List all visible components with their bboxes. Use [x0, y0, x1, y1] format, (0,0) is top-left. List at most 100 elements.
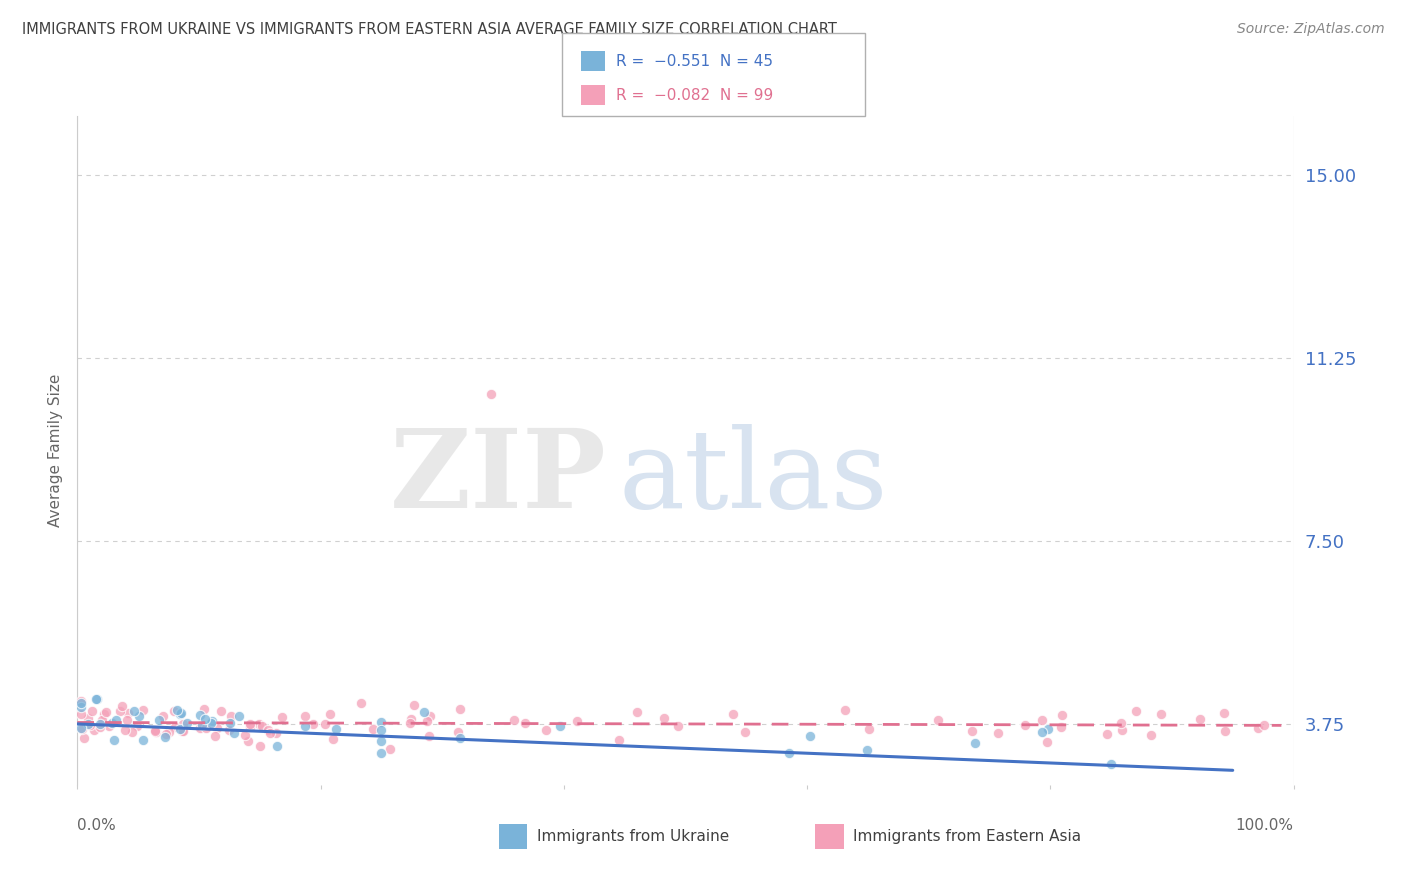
Point: [259, 726, 281, 740]
Text: 100.0%: 100.0%: [1236, 818, 1294, 832]
Point: [856, 742, 879, 756]
Point: [94, 705, 117, 719]
Point: [152, 708, 174, 723]
Point: [172, 724, 194, 739]
Point: [548, 719, 571, 733]
Point: [127, 718, 149, 732]
Point: [1050, 720, 1073, 734]
Point: [626, 705, 648, 719]
Point: [419, 709, 441, 723]
Point: [128, 709, 150, 723]
Point: [239, 720, 262, 734]
Text: ZIP: ZIP: [389, 424, 606, 531]
Point: [249, 739, 271, 754]
Point: [652, 711, 675, 725]
Point: [301, 717, 323, 731]
Point: [1140, 728, 1163, 742]
Point: [132, 733, 155, 747]
Point: [93, 706, 115, 721]
Point: [155, 727, 177, 741]
Point: [503, 713, 526, 727]
Point: [319, 706, 342, 721]
Point: [70, 696, 93, 710]
Point: [927, 713, 949, 727]
Point: [370, 723, 392, 738]
Point: [534, 723, 557, 737]
Point: [117, 713, 139, 727]
Point: [194, 722, 217, 736]
Point: [565, 714, 588, 729]
Point: [233, 727, 256, 741]
Point: [117, 706, 139, 720]
Point: [205, 721, 228, 735]
Point: [70, 694, 93, 708]
Point: [155, 730, 177, 744]
Point: [221, 709, 243, 723]
Point: [399, 712, 422, 726]
Point: [204, 730, 226, 744]
Point: [666, 719, 689, 733]
Point: [77, 717, 100, 731]
Point: [834, 703, 856, 717]
Point: [1109, 715, 1132, 730]
Point: [270, 710, 292, 724]
Point: [114, 723, 136, 737]
Point: [447, 725, 470, 739]
Point: [325, 722, 347, 736]
Point: [89, 720, 111, 734]
Point: [228, 709, 250, 723]
Point: [734, 725, 756, 739]
Point: [191, 718, 214, 732]
Point: [70, 721, 93, 735]
Point: [201, 714, 224, 728]
Point: [963, 736, 986, 750]
Point: [370, 714, 392, 729]
Point: [250, 719, 273, 733]
Point: [200, 716, 222, 731]
Point: [1031, 725, 1053, 739]
Point: [1125, 704, 1147, 718]
Point: [163, 704, 186, 718]
Point: [169, 723, 191, 737]
Point: [257, 723, 280, 737]
Point: [378, 741, 401, 756]
Point: [91, 713, 114, 727]
Point: [1038, 722, 1060, 736]
Point: [607, 733, 630, 747]
Point: [266, 739, 288, 753]
Point: [960, 723, 983, 738]
Point: [70, 707, 93, 722]
Point: [399, 715, 422, 730]
Point: [294, 718, 316, 732]
Point: [121, 725, 143, 739]
Text: Source: ZipAtlas.com: Source: ZipAtlas.com: [1237, 22, 1385, 37]
Point: [83, 723, 105, 737]
Point: [858, 722, 880, 736]
Point: [172, 717, 194, 731]
Point: [361, 722, 384, 736]
Text: IMMIGRANTS FROM UKRAINE VS IMMIGRANTS FROM EASTERN ASIA AVERAGE FAMILY SIZE CORR: IMMIGRANTS FROM UKRAINE VS IMMIGRANTS FR…: [22, 22, 838, 37]
Point: [1189, 712, 1212, 726]
Text: Immigrants from Ukraine: Immigrants from Ukraine: [537, 830, 730, 844]
Point: [294, 709, 316, 723]
Point: [169, 707, 191, 722]
Point: [1212, 706, 1234, 720]
Point: [224, 725, 246, 739]
Point: [145, 723, 167, 737]
Point: [322, 732, 344, 747]
Point: [370, 734, 392, 748]
Point: [1014, 718, 1036, 732]
Point: [193, 702, 215, 716]
Point: [1111, 723, 1133, 737]
Point: [778, 746, 800, 760]
Point: [1099, 757, 1122, 772]
Point: [513, 715, 536, 730]
Point: [188, 721, 211, 735]
Point: [247, 717, 270, 731]
Point: [1150, 707, 1173, 722]
Point: [98, 719, 121, 733]
Point: [86, 692, 108, 706]
Point: [723, 706, 745, 721]
Point: [416, 714, 439, 728]
Point: [350, 696, 373, 710]
